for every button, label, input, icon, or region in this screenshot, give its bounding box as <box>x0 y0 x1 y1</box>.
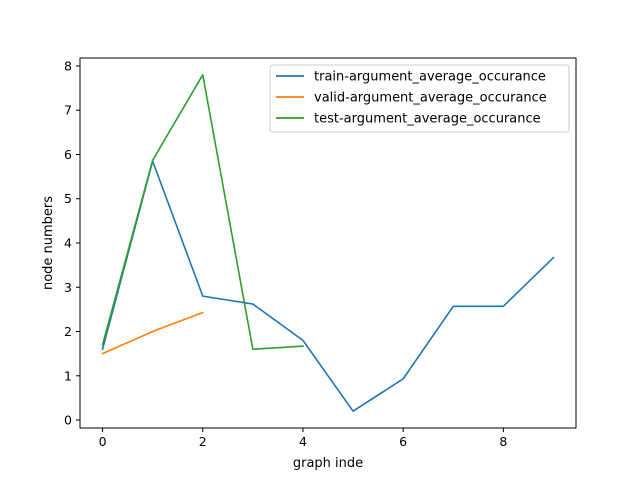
y-tick-label: 4 <box>64 236 72 251</box>
x-axis: 0 2 4 6 8 <box>99 428 507 449</box>
legend: train-argument_average_occurance valid-ar… <box>269 64 570 133</box>
x-tick-label: 4 <box>299 434 307 449</box>
legend-label-1: train-argument_average_occurance <box>314 70 546 85</box>
series-line-1 <box>101 160 555 412</box>
legend-label-2: valid-argument_average_occurance <box>314 91 547 106</box>
series-line-2 <box>101 311 204 355</box>
y-tick-label: 8 <box>64 58 72 73</box>
x-axis-title: graph inde <box>293 456 363 471</box>
y-tick-label: 0 <box>64 413 72 428</box>
x-tick-label: 8 <box>499 434 507 449</box>
y-tick-label: 1 <box>64 368 72 383</box>
y-tick-label: 7 <box>64 103 72 118</box>
x-tick-label: 6 <box>399 434 407 449</box>
y-axis-title: node numbers <box>41 196 56 290</box>
y-tick-label: 3 <box>64 280 72 295</box>
y-tick-label: 5 <box>64 191 72 206</box>
y-tick-label: 6 <box>64 147 72 162</box>
x-tick-label: 0 <box>99 434 107 449</box>
series-layer <box>101 74 555 412</box>
y-tick-label: 2 <box>64 324 72 339</box>
legend-box <box>269 64 570 133</box>
y-axis: 0 1 2 3 4 5 6 7 8 <box>64 58 80 428</box>
series-line-3 <box>101 74 304 351</box>
x-tick-label: 2 <box>199 434 207 449</box>
legend-label-3: test-argument_average_occurance <box>314 112 541 127</box>
